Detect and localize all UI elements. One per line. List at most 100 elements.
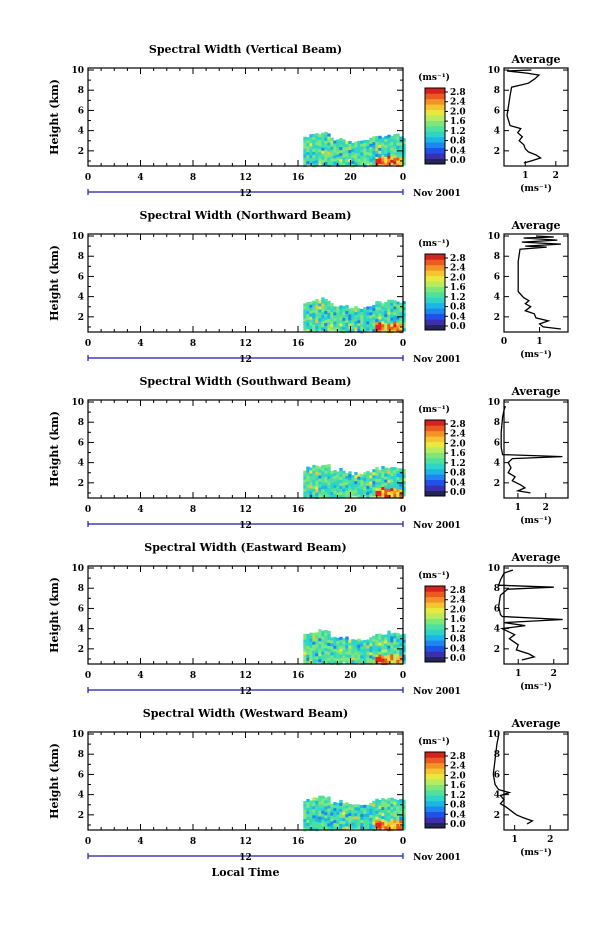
heatmap-cell xyxy=(315,160,319,164)
heatmap-cell xyxy=(402,799,406,804)
heatmap-cell xyxy=(387,491,391,496)
heatmap-cell xyxy=(393,491,397,495)
heatmap-cell xyxy=(393,817,397,821)
heatmap-cell xyxy=(330,321,334,325)
heatmap-cell xyxy=(384,491,388,495)
heatmap-cell xyxy=(378,484,382,489)
heatmap-cell xyxy=(306,329,310,333)
heatmap-cell xyxy=(363,325,367,329)
heatmap-cell xyxy=(372,314,376,318)
heatmap-cell xyxy=(387,146,391,151)
heatmap-cell xyxy=(336,151,340,155)
heatmap-cell xyxy=(393,808,397,812)
heatmap-cell xyxy=(339,314,343,318)
heatmap-cell xyxy=(372,818,376,823)
heatmap-cell xyxy=(357,644,361,649)
heatmap-cell xyxy=(345,657,349,661)
heatmap-cell xyxy=(381,318,385,322)
heatmap-cell xyxy=(348,477,352,481)
heatmap-cell xyxy=(396,139,400,143)
heatmap-cell xyxy=(396,316,400,320)
colorbar-frame xyxy=(424,87,446,165)
heatmap-cell xyxy=(387,803,391,808)
heatmap-cell xyxy=(399,817,403,821)
heatmap-cell xyxy=(342,320,346,325)
heatmap-cell xyxy=(399,477,403,481)
heatmap-cell xyxy=(336,157,340,161)
heatmap-cell xyxy=(393,143,397,147)
heatmap-cell xyxy=(381,493,385,497)
heatmap-cell xyxy=(390,488,394,492)
heatmap-cell xyxy=(312,650,316,655)
heatmap-cell xyxy=(396,635,400,640)
heatmap-cell xyxy=(303,139,307,144)
heatmap-cell xyxy=(339,156,343,160)
heatmap-cell xyxy=(303,642,307,647)
heatmap-cell xyxy=(351,819,355,823)
heatmap-cell xyxy=(387,473,391,478)
heatmap-cell xyxy=(354,159,358,163)
heatmap-cell xyxy=(324,464,328,469)
heatmap-cell xyxy=(360,315,364,319)
heatmap-cell xyxy=(390,147,394,152)
heatmap-cell xyxy=(345,645,349,649)
heatmap-cell xyxy=(324,149,328,154)
heatmap-cell xyxy=(324,482,328,487)
heatmap-cell xyxy=(378,651,382,655)
heatmap-cell xyxy=(333,315,337,319)
heatmap-cell xyxy=(342,308,346,313)
heatmap-cell xyxy=(384,634,388,638)
heatmap-cell xyxy=(381,312,385,316)
colorbar-tick-label: 0.8 xyxy=(450,469,466,479)
colorbar-segment xyxy=(425,254,445,260)
heatmap-cell xyxy=(372,484,376,488)
heatmap-cell xyxy=(303,491,307,495)
heatmap-cell xyxy=(330,492,334,496)
heatmap-cell xyxy=(354,648,358,653)
heatmap-cell xyxy=(402,487,406,491)
heatmap-cell xyxy=(378,827,382,831)
heatmap-cell xyxy=(375,807,379,812)
colorbar-tick-label: 1.2 xyxy=(450,459,466,469)
heatmap-cell xyxy=(363,822,367,827)
heatmap-cell xyxy=(315,468,319,472)
heatmap-cell xyxy=(303,318,307,322)
heatmap-cell xyxy=(402,475,406,479)
heatmap-cell xyxy=(384,476,388,480)
heatmap-cell xyxy=(339,326,343,330)
heatmap-cell xyxy=(360,643,364,647)
heatmap-cell xyxy=(324,806,328,810)
heatmap-cell xyxy=(390,657,394,661)
heatmap-cell xyxy=(372,148,376,152)
heatmap-cell xyxy=(321,822,325,827)
heatmap-cell xyxy=(384,640,388,644)
average-x-tick-label: 2 xyxy=(551,669,557,679)
heatmap-cell xyxy=(342,311,346,316)
heatmap-cell xyxy=(312,157,316,162)
heatmap-cell xyxy=(315,465,319,469)
heatmap-cell xyxy=(393,485,397,489)
colorbar-segment xyxy=(425,142,445,149)
heatmap-cell xyxy=(399,160,403,164)
heatmap-cell xyxy=(333,826,337,830)
average-x-tick-label: 1 xyxy=(515,669,521,679)
heatmap-cell xyxy=(336,817,340,822)
heatmap-cell xyxy=(360,477,364,481)
heatmap-cell xyxy=(360,805,364,809)
heatmap-cell xyxy=(309,824,313,828)
heatmap-cell xyxy=(369,475,373,479)
heatmap-cell xyxy=(333,645,337,650)
heatmap-cell xyxy=(354,657,358,662)
heatmap-cell xyxy=(336,640,340,645)
heatmap-cell xyxy=(342,476,346,481)
heatmap-cell xyxy=(387,308,391,313)
heatmap-cell xyxy=(330,824,334,828)
colorbar-segment xyxy=(425,93,445,100)
heatmap-cell xyxy=(372,641,376,646)
heatmap-cell xyxy=(330,474,334,478)
heatmap-cell xyxy=(318,161,322,165)
heatmap-cell xyxy=(354,162,358,166)
heatmap-cell xyxy=(369,643,373,647)
colorbar-tick-label: 2.4 xyxy=(450,264,466,274)
heatmap-cell xyxy=(342,812,346,816)
